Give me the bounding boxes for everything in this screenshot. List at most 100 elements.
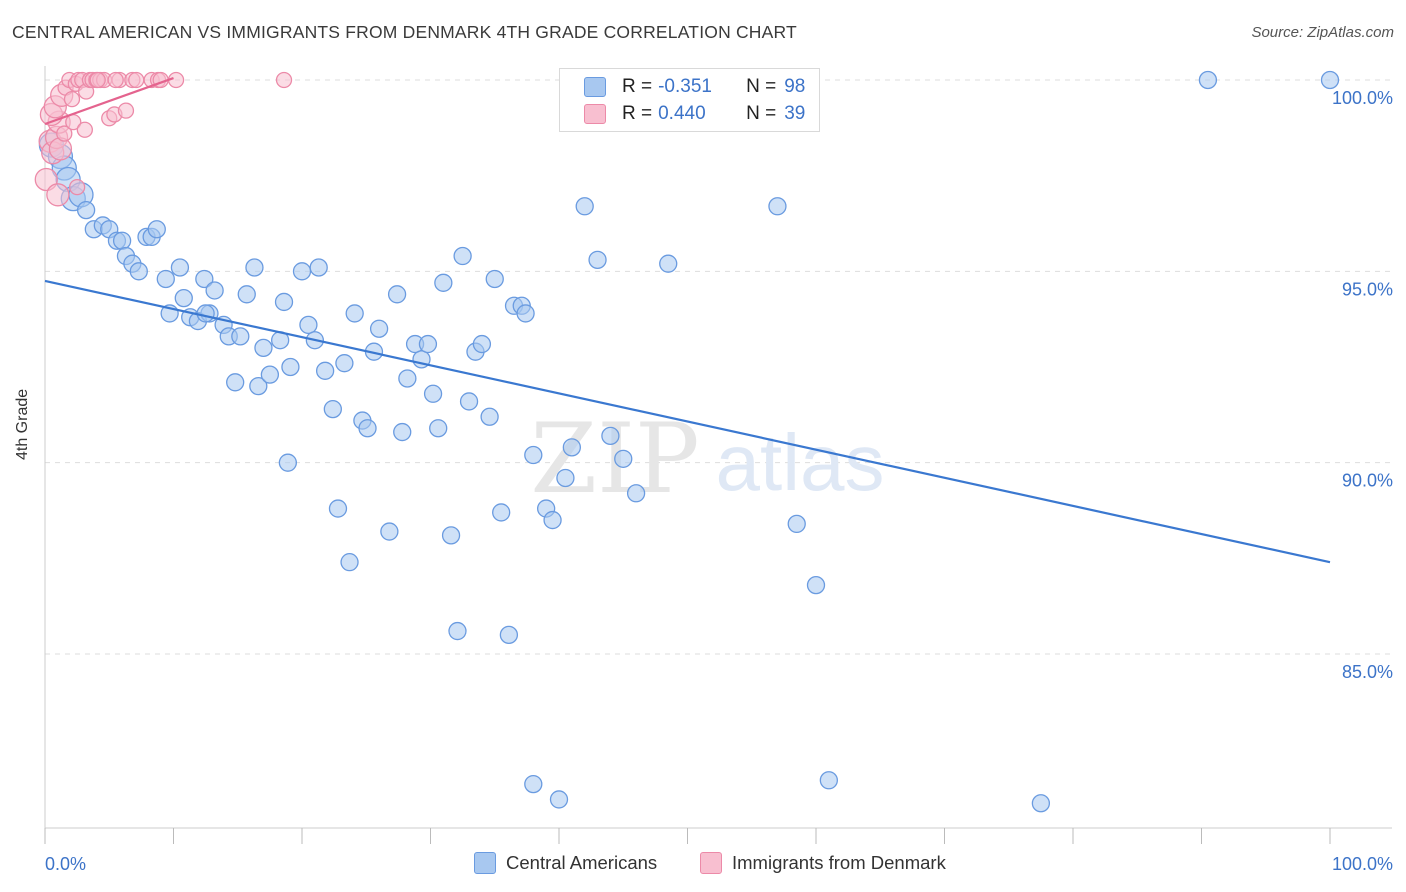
y-tick-label: 90.0% <box>1342 471 1393 491</box>
x-tick-label: 100.0% <box>1332 854 1393 874</box>
y-tick-label: 85.0% <box>1342 662 1393 682</box>
point-central-americans <box>249 376 268 396</box>
point-central-americans <box>543 510 562 530</box>
legend-swatch-denmark <box>584 104 606 124</box>
legend-swatch <box>700 852 722 874</box>
point-central-americans <box>76 200 96 220</box>
point-central-americans <box>226 373 245 392</box>
point-central-americans <box>429 419 448 438</box>
point-central-americans <box>254 338 273 358</box>
point-central-americans <box>196 304 215 323</box>
point-central-americans <box>575 197 594 216</box>
point-central-americans <box>524 774 543 794</box>
point-central-americans <box>492 503 511 522</box>
point-central-americans <box>281 357 300 377</box>
gridlines <box>45 79 1392 655</box>
point-immigrants-denmark <box>89 71 106 89</box>
stats-legend: R = -0.351 N = 98 R = 0.440 N = 39 <box>559 68 820 132</box>
point-central-americans <box>345 304 364 323</box>
trend-lines <box>44 77 1331 564</box>
point-immigrants-denmark <box>107 71 124 89</box>
point-central-americans <box>453 246 472 266</box>
point-central-americans <box>205 281 224 300</box>
point-central-americans <box>195 269 214 289</box>
point-central-americans <box>472 334 492 354</box>
point-central-americans <box>459 392 479 411</box>
point-central-americans <box>112 231 132 250</box>
point-immigrants-denmark <box>46 183 70 207</box>
point-central-americans <box>278 453 298 472</box>
point-immigrants-denmark <box>117 102 135 119</box>
point-central-americans <box>174 288 193 308</box>
legend-label: Immigrants from Denmark <box>732 852 946 873</box>
point-central-americans <box>398 369 417 388</box>
point-central-americans <box>556 468 575 488</box>
point-central-americans <box>1320 70 1340 90</box>
legend-item-central-americans[interactable]: Central Americans <box>474 852 657 874</box>
point-central-americans <box>614 449 633 468</box>
point-central-americans <box>299 315 318 335</box>
data-points <box>34 70 1340 813</box>
point-central-americans <box>549 790 569 809</box>
trend-line-immigrants-denmark <box>44 77 174 126</box>
legend-row-denmark: R = 0.440 N = 39 <box>584 101 805 127</box>
point-central-americans <box>309 258 328 277</box>
legend-swatch <box>474 852 496 874</box>
point-central-americans <box>147 220 166 239</box>
point-central-americans <box>369 319 389 338</box>
point-central-americans <box>423 384 443 403</box>
point-central-americans <box>260 365 280 384</box>
legend-swatch-central <box>584 77 606 97</box>
point-central-americans <box>393 422 412 442</box>
point-central-americans <box>524 445 543 465</box>
point-central-americans <box>315 361 335 380</box>
series-legend: Central Americans Immigrants from Denmar… <box>0 852 1406 876</box>
legend-n-label: N = <box>746 103 777 124</box>
legend-n-value: 98 <box>784 76 806 97</box>
point-immigrants-denmark <box>128 71 145 89</box>
point-central-americans <box>231 327 250 346</box>
point-central-americans <box>335 354 354 373</box>
y-tick-label: 95.0% <box>1342 279 1393 299</box>
point-central-americans <box>819 771 838 790</box>
point-central-americans <box>768 197 787 216</box>
legend-row-central: R = -0.351 N = 98 <box>584 74 805 100</box>
legend-n-value: 39 <box>784 103 806 124</box>
point-central-americans <box>156 269 175 289</box>
point-central-americans <box>441 526 461 545</box>
legend-r-label: R = <box>622 103 653 124</box>
point-central-americans <box>245 258 264 277</box>
point-central-americans <box>358 419 377 438</box>
y-tick-label: 100.0% <box>1332 88 1393 108</box>
tick-labels: 85.0% 90.0% 95.0% 100.0% 0.0% 100.0% <box>45 88 1393 874</box>
chart-title: CENTRAL AMERICAN VS IMMIGRANTS FROM DENM… <box>12 22 797 42</box>
point-immigrants-denmark <box>76 121 93 138</box>
point-central-americans <box>1198 70 1218 90</box>
point-central-americans <box>588 250 607 270</box>
point-central-americans <box>380 522 399 541</box>
legend-r-value: 0.440 <box>658 103 706 124</box>
point-central-americans <box>480 407 499 426</box>
point-central-americans <box>806 575 826 595</box>
legend-item-immigrants-denmark[interactable]: Immigrants from Denmark <box>700 852 946 874</box>
trend-line-central-americans <box>44 279 1331 564</box>
legend-label: Central Americans <box>506 852 658 873</box>
point-central-americans <box>129 262 148 281</box>
point-central-americans <box>626 484 646 503</box>
point-central-americans <box>323 399 342 419</box>
legend-n-label: N = <box>746 76 777 97</box>
point-central-americans <box>340 553 359 572</box>
point-central-americans <box>562 438 581 457</box>
point-central-americans <box>170 258 190 277</box>
point-immigrants-denmark <box>68 178 86 196</box>
watermark-atlas: atlas <box>716 418 885 507</box>
axes <box>44 66 1392 844</box>
y-axis-label: 4th Grade <box>14 388 31 460</box>
point-immigrants-denmark <box>275 71 293 89</box>
point-central-americans <box>448 621 467 641</box>
point-central-americans <box>1031 794 1051 813</box>
point-central-americans <box>659 254 678 273</box>
point-central-americans <box>499 625 519 645</box>
legend-r-label: R = <box>622 76 653 97</box>
